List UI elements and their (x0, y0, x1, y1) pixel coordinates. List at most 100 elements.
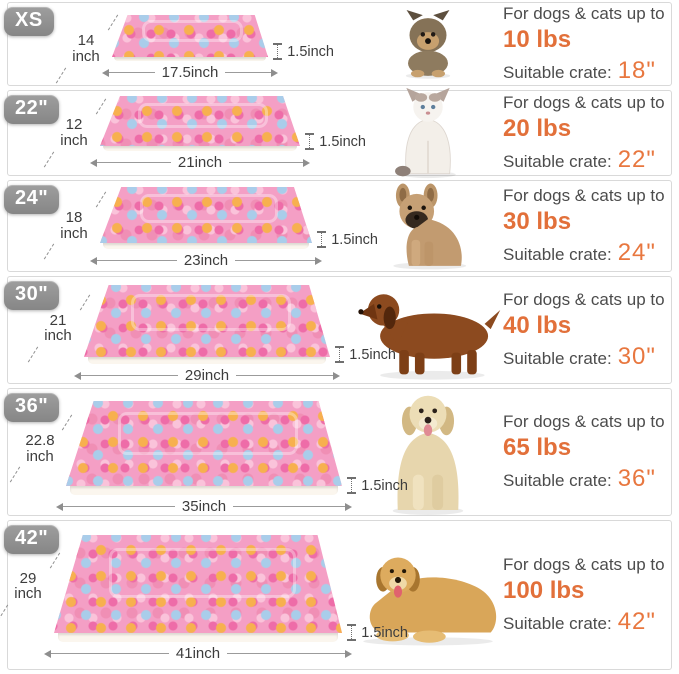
max-weight: 65 lbs (503, 433, 572, 461)
pet-french-bulldog (393, 183, 467, 270)
crate-caption: Suitable crate: (503, 613, 612, 633)
mat-diagram-zone: 21 inch 29inch 1.5inch (8, 277, 396, 384)
depth-dimension-label: 14 inch (55, 15, 119, 84)
max-weight: 20 lbs (503, 114, 572, 142)
pet-bed-mat (100, 96, 300, 146)
thickness-dimension-label: 1.5inch (273, 43, 334, 60)
size-row-30: 30" 21 inch 29inch 1.5inch (4, 276, 672, 384)
mat-sherpa-edge (70, 486, 338, 495)
size-badge: 42" (4, 525, 60, 554)
dimension-tick (27, 346, 39, 363)
pet-bed-mat (66, 401, 342, 486)
max-weight: 10 lbs (503, 25, 572, 53)
depth-dimension-label: 12 inch (43, 98, 107, 167)
length-dimension-line: 35inch (56, 498, 353, 515)
size-row-22: 22" 12 inch 21inch 1.5inch (4, 87, 672, 179)
dimension-tick (107, 15, 119, 31)
pet-golden-retriever-lying (363, 557, 497, 646)
max-weight: 100 lbs (503, 576, 585, 604)
thickness-dimension-label: 1.5inch (335, 346, 396, 363)
dimension-tick (43, 244, 55, 260)
thickness-marker-icon (273, 43, 283, 60)
length-dimension-line: 23inch (90, 252, 323, 269)
mat-diagram-zone: 14 inch 17.5inch 1.5inch (8, 3, 353, 85)
crate-size: 42" (617, 607, 656, 635)
mat-diagram-zone: 12 inch 21inch 1.5inch (8, 91, 366, 175)
mat-sherpa-edge (87, 357, 327, 364)
crate-caption: Suitable crate: (503, 151, 612, 171)
mat-diagram-zone: 29 inch 41inch 1.5inch (0, 521, 408, 669)
dimension-tick (49, 552, 61, 568)
pet-photo-zone (353, 389, 503, 515)
size-badge: 36" (4, 393, 60, 422)
arrow-right-icon (271, 68, 278, 77)
size-badge: 30" (4, 281, 60, 310)
dimension-tick (95, 98, 107, 115)
thickness-marker-icon (305, 133, 315, 150)
pet-photo-zone (353, 3, 503, 85)
pet-photo-zone (353, 521, 503, 669)
dimension-tick (95, 191, 107, 208)
weight-caption: For dogs & cats up to (503, 289, 665, 309)
length-dimension-line: 29inch (74, 367, 341, 384)
arrow-left-icon (44, 649, 51, 658)
size-info-text: For dogs & cats up to 40 lbs Suitable cr… (503, 277, 671, 383)
thickness-marker-icon (347, 624, 357, 641)
dimension-tick (9, 467, 21, 483)
dimension-tick (55, 67, 67, 84)
pet-photo-zone (353, 181, 503, 271)
arrow-right-icon (333, 371, 341, 380)
dimension-tick (43, 151, 55, 167)
crate-size: 18" (617, 56, 656, 84)
mat-sherpa-edge (103, 243, 309, 249)
arrow-left-icon (102, 68, 109, 77)
size-badge: 22" (4, 95, 60, 124)
size-badge: XS (4, 7, 54, 36)
crate-size: 36" (617, 464, 656, 492)
size-row-xs: XS 14 inch 17.5inch 1.5inch (4, 2, 672, 86)
pet-bed-mat (84, 285, 330, 357)
thickness-dimension-label: 1.5inch (347, 624, 408, 641)
max-weight: 30 lbs (503, 207, 572, 235)
length-dimension-line: 17.5inch (102, 64, 278, 81)
size-row-42: 42" 29 inch 41inch 1.5inch (0, 520, 672, 670)
arrow-left-icon (90, 158, 97, 167)
thickness-marker-icon (347, 477, 357, 494)
depth-dimension-label: 21 inch (27, 294, 91, 363)
weight-caption: For dogs & cats up to (503, 411, 665, 431)
pet-bed-mat (100, 187, 312, 243)
depth-dimension-label: 29 inch (0, 552, 61, 621)
weight-caption: For dogs & cats up to (503, 92, 665, 112)
size-info-text: For dogs & cats up to 100 lbs Suitable c… (503, 521, 671, 669)
size-row-24: 24" 18 inch 23inch 1.5inch (4, 180, 672, 272)
thickness-marker-icon (335, 346, 345, 363)
arrow-right-icon (345, 502, 353, 511)
arrow-right-icon (345, 649, 353, 658)
crate-size: 22" (617, 145, 656, 173)
dimension-tick (61, 414, 73, 431)
pet-photo-zone (353, 277, 503, 383)
weight-caption: For dogs & cats up to (503, 3, 665, 23)
crate-caption: Suitable crate: (503, 470, 612, 490)
size-info-text: For dogs & cats up to 65 lbs Suitable cr… (503, 389, 671, 515)
crate-caption: Suitable crate: (503, 348, 612, 368)
mat-diagram-zone: 22.8 inch 35inch 1.5inch (8, 389, 408, 515)
mat-sherpa-edge (58, 633, 338, 642)
max-weight: 40 lbs (503, 311, 572, 339)
pet-dachshund (358, 294, 501, 380)
thickness-dimension-label: 1.5inch (347, 477, 408, 494)
length-dimension-line: 41inch (44, 645, 353, 662)
pet-yorkshire-terrier-puppy (405, 9, 451, 79)
crate-size: 30" (617, 342, 656, 370)
pet-photo-zone (353, 87, 503, 179)
pet-bed-mat (54, 535, 342, 633)
size-badge: 24" (4, 185, 60, 214)
weight-caption: For dogs & cats up to (503, 554, 665, 574)
dimension-tick (0, 604, 9, 621)
mat-sherpa-edge (103, 146, 297, 151)
depth-dimension-label: 22.8 inch (9, 414, 73, 483)
pet-white-cat (395, 87, 456, 179)
arrow-right-icon (315, 256, 323, 265)
thickness-dimension-label: 1.5inch (317, 231, 378, 248)
